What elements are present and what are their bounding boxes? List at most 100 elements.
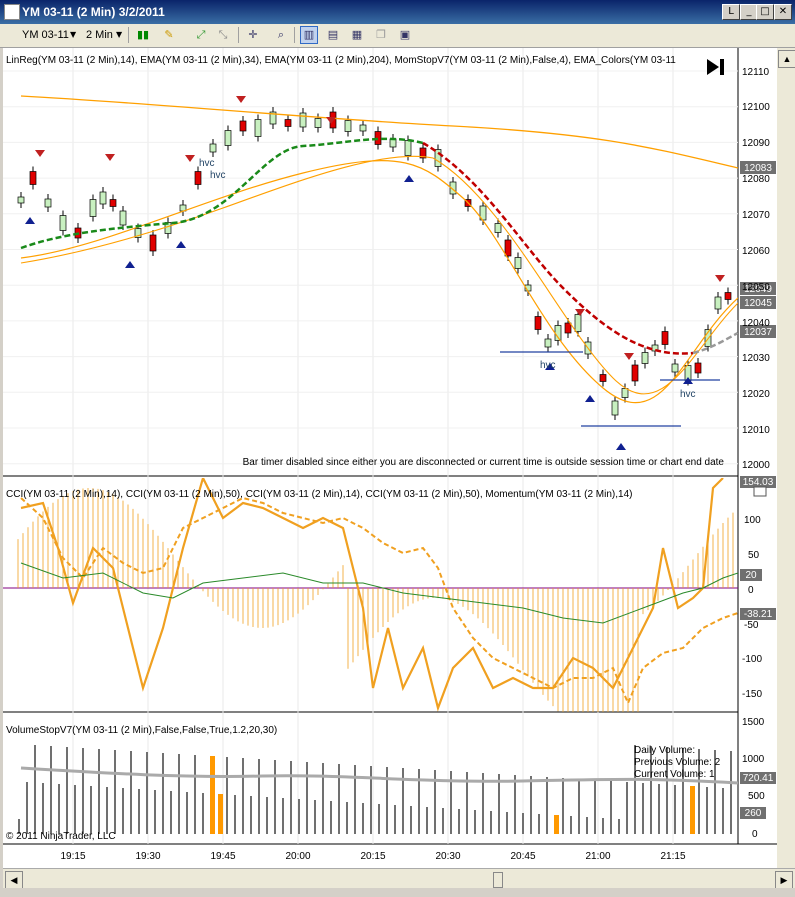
buy-signal-icon [404,175,414,182]
toolbar-separator [128,27,129,43]
volume-bar [194,755,196,834]
volume-bar [282,798,284,834]
svg-text:12045: 12045 [744,298,772,309]
svg-text:19:30: 19:30 [135,851,160,862]
candle [631,364,639,382]
volume-bar [250,796,252,834]
svg-text:21:00: 21:00 [585,851,610,862]
svg-text:20:00: 20:00 [285,851,310,862]
cci-panel-label: CCI(YM 03-11 (2 Min),14), CCI(YM 03-11 (… [6,489,632,500]
svg-text:12030: 12030 [742,353,770,364]
candle [724,292,732,300]
vertical-scrollbar[interactable]: ▲ [777,48,795,868]
toolbar: YM 03-11 ▼ 2 Min ▼ ▮▮ ✎ ⤢ ⤡ ✛ ⌕ ▥ ▤ ▦ ❐ … [0,24,795,48]
crosshair-icon[interactable]: ✛ [248,28,258,41]
instrument-dropdown-icon[interactable]: ▼ [70,30,77,39]
templates-icon[interactable]: ▣ [399,28,411,41]
close-button[interactable]: ✕ [774,4,792,20]
candle [671,363,679,373]
strategies-icon[interactable]: ⤡ [218,28,228,41]
cci-marker-38: -38.21 [740,608,776,620]
candle [419,147,427,159]
candle [504,239,512,257]
buy-signal-icon [545,363,555,370]
toolbar-separator [238,27,239,43]
cci-marker-20: 20 [740,569,762,581]
scroll-to-end-button[interactable] [707,59,724,75]
maximize-button[interactable]: □ [756,4,774,20]
sell-signal-icon [35,150,45,157]
interval-selector[interactable]: 2 Min [86,29,113,41]
hvc-label: hvc [540,360,556,371]
chart-svg[interactable]: LinReg(YM 03-11 (2 Min),14), EMA(YM 03-1… [3,48,777,868]
candle [269,111,277,125]
ema-34-red [422,141,694,355]
buy-signal-icon [176,241,186,248]
svg-text:100: 100 [744,515,761,526]
volume-bar [330,801,332,834]
sell-signal-icon [575,309,585,316]
volume-bar [130,751,132,834]
candle [641,352,649,364]
app-icon [4,4,20,20]
copyright-text: © 2011 NinjaTrader, LLC [6,831,116,842]
candle [404,140,412,156]
svg-text:720.41: 720.41 [743,773,774,784]
buy-signal-icon [25,217,35,224]
volume-marker-720: 720.41 [740,772,776,784]
candle [344,120,352,132]
volume-bar [498,774,500,834]
volume-bar [538,814,540,834]
hvc-label: hvc [210,170,226,181]
volume-bar [322,763,324,834]
volume-bar [506,812,508,834]
zoom-icon[interactable]: ⌕ [277,28,285,41]
scroll-thumb[interactable] [493,872,503,888]
svg-text:0: 0 [748,585,754,596]
svg-text:20: 20 [745,570,757,581]
volume-bar [618,819,620,834]
chart-area[interactable]: LinReg(YM 03-11 (2 Min),14), EMA(YM 03-1… [3,48,777,868]
horizontal-scrollbar[interactable]: ◀ ▶ [3,868,795,889]
ema-34-gray [692,331,738,355]
volume-highlight-bar [210,756,215,834]
candle [611,400,619,416]
chart-style-icon[interactable]: ▮▮ [136,28,150,41]
copy-icon[interactable]: ❐ [376,28,386,41]
scroll-left-icon[interactable]: ◀ [5,871,23,889]
volume-bar [122,788,124,834]
volume-marker-260: 260 [740,807,766,819]
restore-button[interactable]: L [722,4,740,20]
sell-signal-icon [715,275,725,282]
data-box-icon[interactable]: ▤ [327,28,339,41]
candle [621,388,629,398]
volume-average-line [20,766,738,785]
instrument-selector[interactable]: YM 03-11 [22,29,69,41]
current-volume-label: Current Volume: 1 [634,769,715,780]
panel-collapse-icon[interactable] [753,486,767,497]
candle [694,362,702,374]
volume-bar [514,775,516,834]
bar-spacing-icon[interactable]: ▥ [300,26,318,44]
volume-bar [714,750,716,834]
volume-bar [594,780,596,834]
candle [194,171,202,185]
volume-bar [186,792,188,834]
interval-dropdown-icon[interactable]: ▼ [116,30,123,39]
chart-properties-icon[interactable]: ▦ [351,28,363,41]
candle [109,199,117,207]
volume-bar [66,747,68,834]
candle [44,198,52,208]
svg-text:0: 0 [752,829,758,840]
indicators-icon[interactable]: ⤢ [196,28,206,41]
svg-text:154.03: 154.03 [743,477,774,488]
volume-bar [138,789,140,834]
volume-bar [458,809,460,834]
scroll-up-icon[interactable]: ▲ [778,50,795,68]
volume-bar [530,776,532,834]
scroll-right-icon[interactable]: ▶ [775,871,793,889]
volume-bar [106,787,108,834]
volume-bar [338,764,340,834]
volume-bar [450,771,452,834]
draw-tool-icon[interactable]: ✎ [164,28,174,41]
